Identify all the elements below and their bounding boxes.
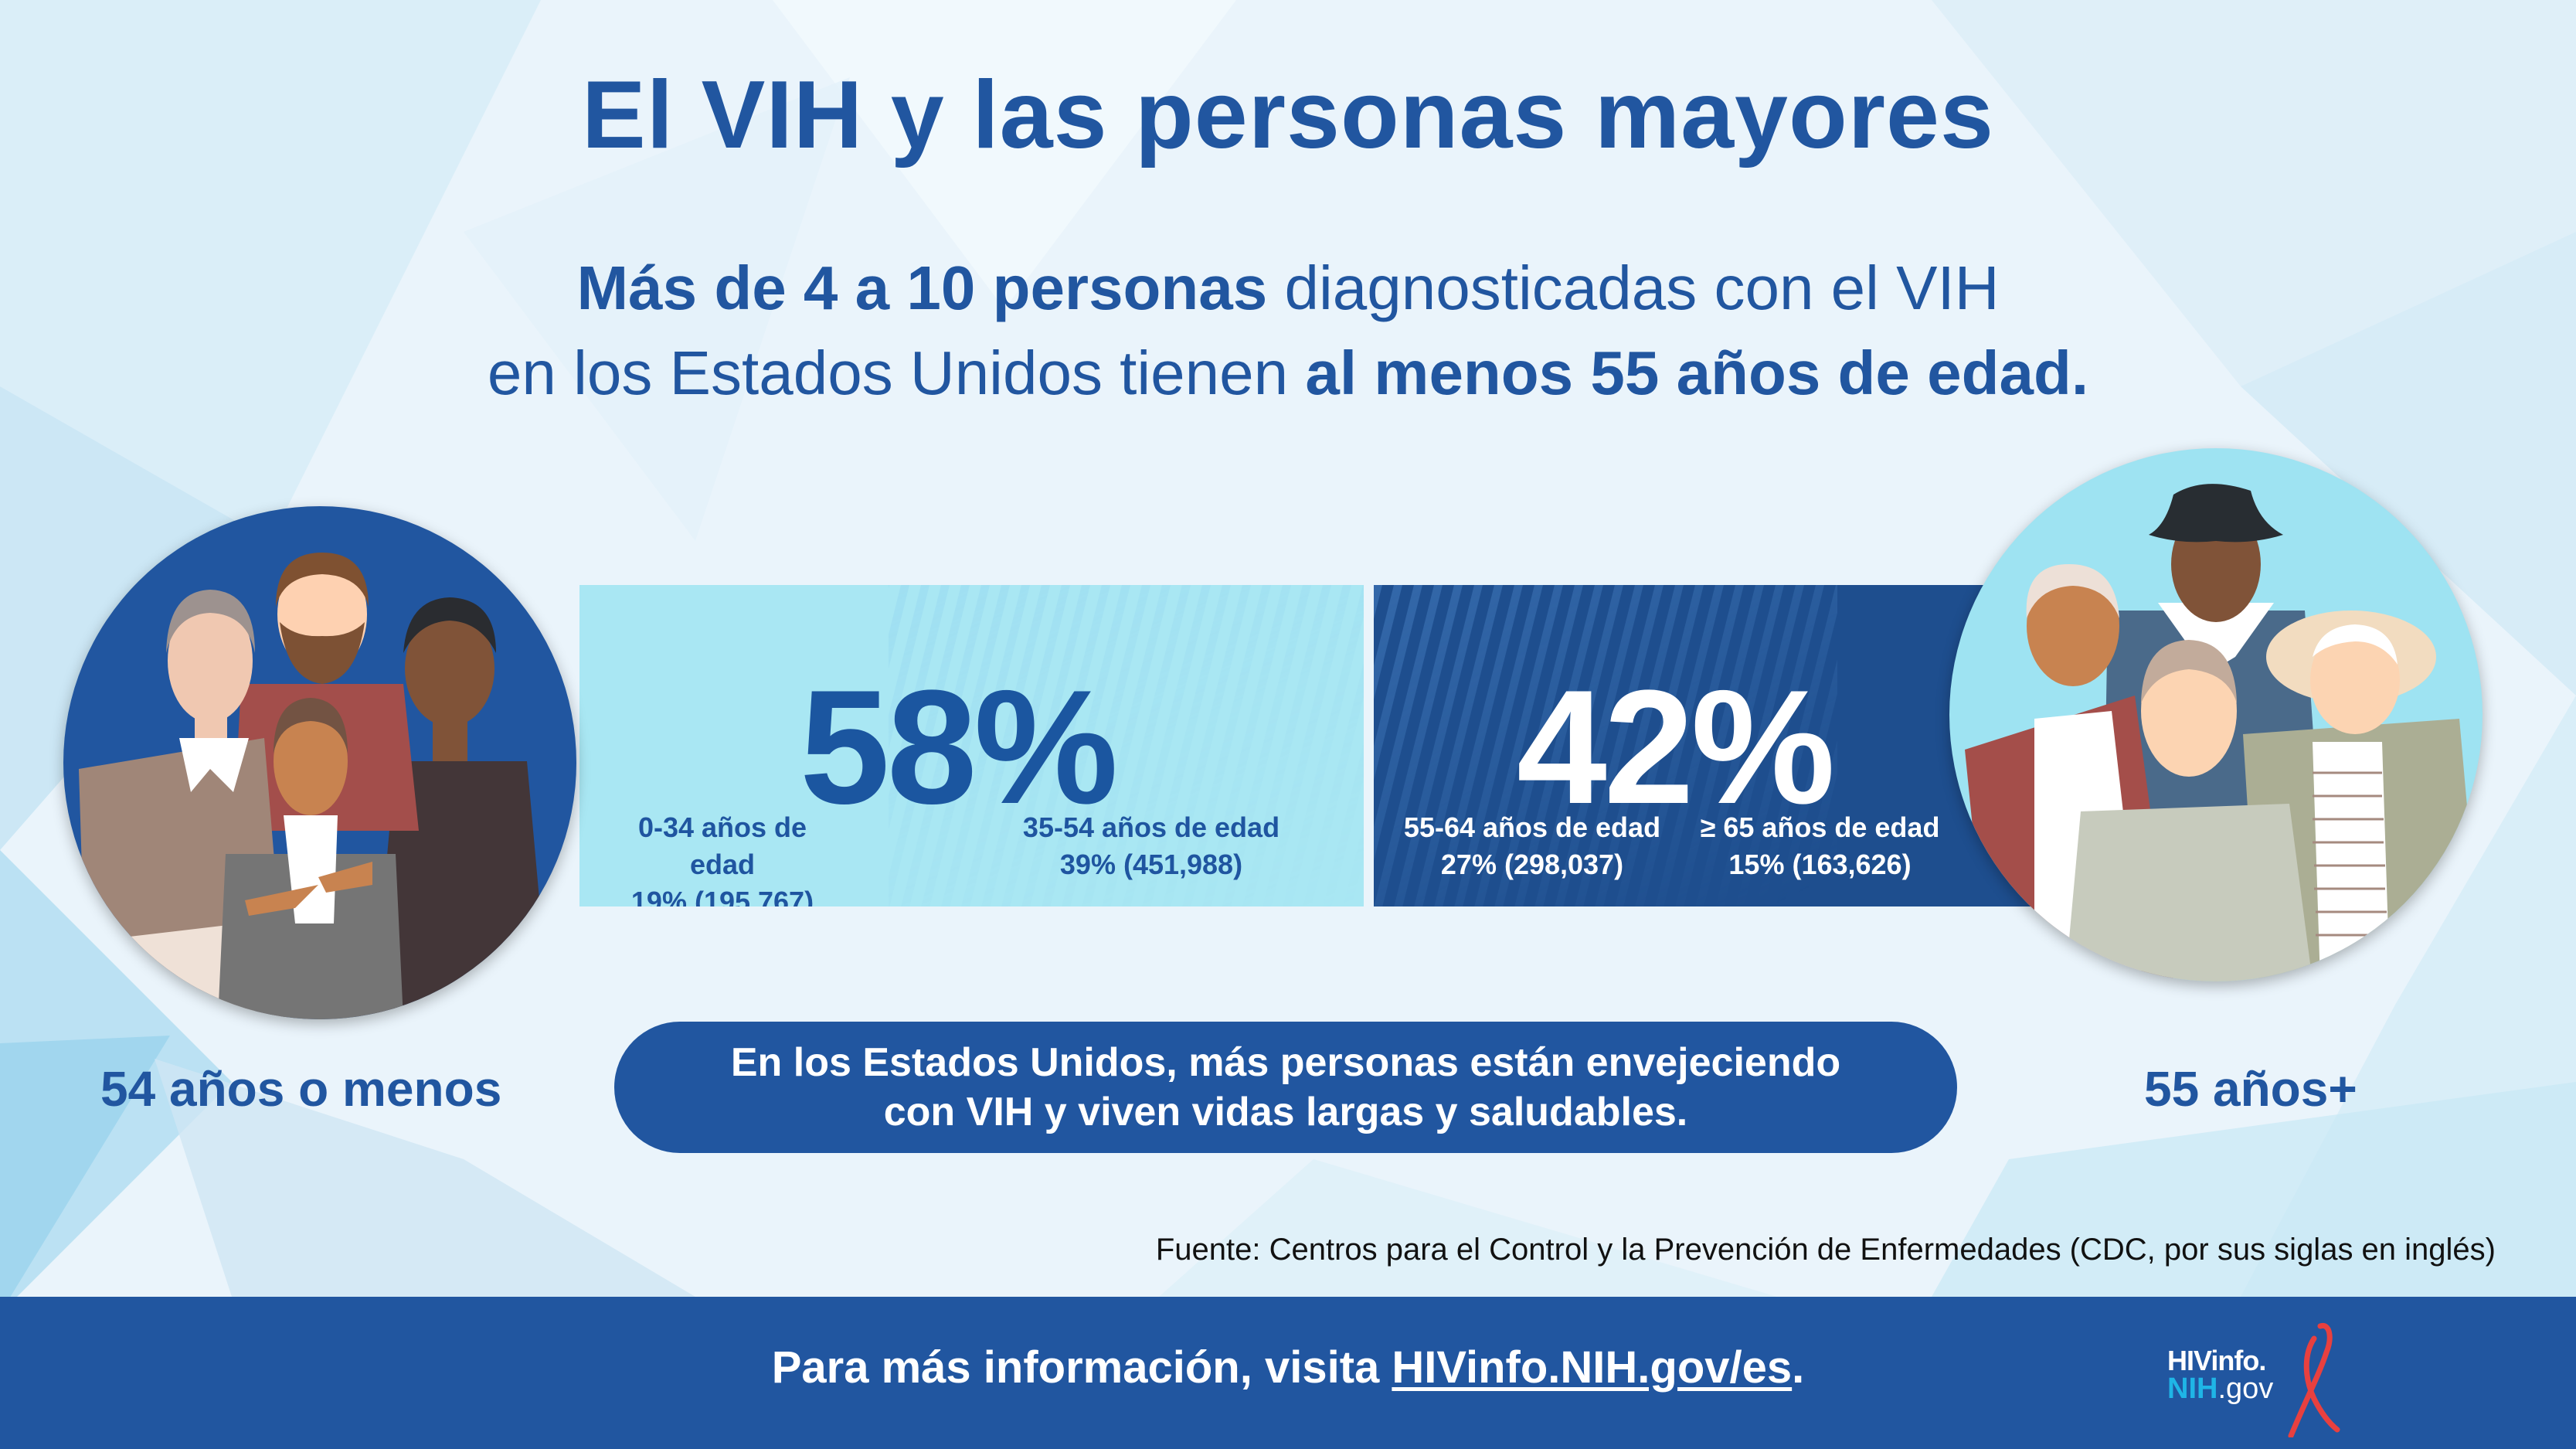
- over-55-panel: 42% 55-64 años de edad 27% (298,037) ≥ 6…: [1374, 585, 2038, 906]
- subtitle-line-1: Más de 4 a 10 personas diagnosticadas co…: [0, 246, 2576, 331]
- subtitle-line-2: en los Estados Unidos tienen al menos 55…: [0, 331, 2576, 416]
- key-message-banner: En los Estados Unidos, más personas está…: [614, 1022, 1957, 1153]
- footer-prefix: Para más información, visita: [771, 1342, 1392, 1393]
- age-label: 55-64 años de edad: [1403, 811, 1661, 843]
- red-ribbon-icon: [2288, 1323, 2340, 1437]
- subtitle-bold-2: al menos 55 años de edad.: [1305, 338, 2089, 407]
- subtitle-text-1: diagnosticadas con el VIH: [1267, 253, 2000, 322]
- hivinfo-link[interactable]: HIVinfo.NIH.gov/es: [1392, 1342, 1793, 1393]
- banner-line-1: En los Estados Unidos, más personas está…: [730, 1040, 1841, 1085]
- hivinfo-logo[interactable]: HIVinfo. NIH.gov: [2167, 1323, 2353, 1437]
- age-group-0-34: 0-34 años de edad 19% (195,767): [614, 809, 831, 906]
- under-55-percent: 58%: [800, 656, 1118, 838]
- age-group-35-54: 35-54 años de edad 39% (451,988): [1016, 809, 1286, 883]
- over-55-percent: 42%: [1517, 656, 1835, 838]
- age-value: 15% (163,626): [1728, 849, 1912, 880]
- people-illustration-icon: [79, 553, 550, 1019]
- logo-gov-text: .gov: [2217, 1372, 2274, 1405]
- logo-nih-text: NIH: [2167, 1372, 2218, 1405]
- under-55-label: 54 años o menos: [100, 1061, 502, 1117]
- age-group-65-plus: ≥ 65 años de edad 15% (163,626): [1687, 809, 1953, 883]
- subtitle: Más de 4 a 10 personas diagnosticadas co…: [0, 246, 2576, 416]
- stripe-pattern: [889, 585, 1364, 906]
- age-value: 19% (195,767): [630, 886, 814, 906]
- age-group-55-64: 55-64 años de edad 27% (298,037): [1381, 809, 1683, 883]
- age-label: 35-54 años de edad: [1022, 811, 1280, 843]
- age-value: 27% (298,037): [1440, 849, 1624, 880]
- source-citation: Fuente: Centros para el Control y la Pre…: [1155, 1233, 2496, 1267]
- over-55-illustration: [1949, 448, 2483, 981]
- footer-message: Para más información, visita HIVinfo.NIH…: [0, 1342, 2576, 1393]
- subtitle-text-2: en los Estados Unidos tienen: [487, 338, 1306, 407]
- under-55-panel: 58% 0-34 años de edad 19% (195,767) 35-5…: [579, 585, 1364, 906]
- footer-suffix: .: [1792, 1342, 1805, 1393]
- page-title: El VIH y las personas mayores: [582, 62, 1994, 168]
- logo-hivinfo-text: HIVinfo.: [2167, 1345, 2266, 1376]
- age-label: ≥ 65 años de edad: [1700, 811, 1940, 843]
- logo-nih-line: NIH.gov: [2167, 1372, 2273, 1406]
- people-illustration-icon: [1965, 484, 2483, 981]
- under-55-illustration: [63, 506, 576, 1019]
- banner-line-2: con VIH y viven vidas largas y saludable…: [883, 1090, 1688, 1134]
- stripe-pattern: [1374, 585, 1837, 906]
- age-label: 0-34 años de edad: [637, 811, 807, 880]
- subtitle-bold-1: Más de 4 a 10 personas: [576, 253, 1268, 322]
- footer: Para más información, visita HIVinfo.NIH…: [0, 1297, 2576, 1449]
- over-55-label: 55 años+: [2144, 1061, 2357, 1117]
- age-value: 39% (451,988): [1059, 849, 1243, 880]
